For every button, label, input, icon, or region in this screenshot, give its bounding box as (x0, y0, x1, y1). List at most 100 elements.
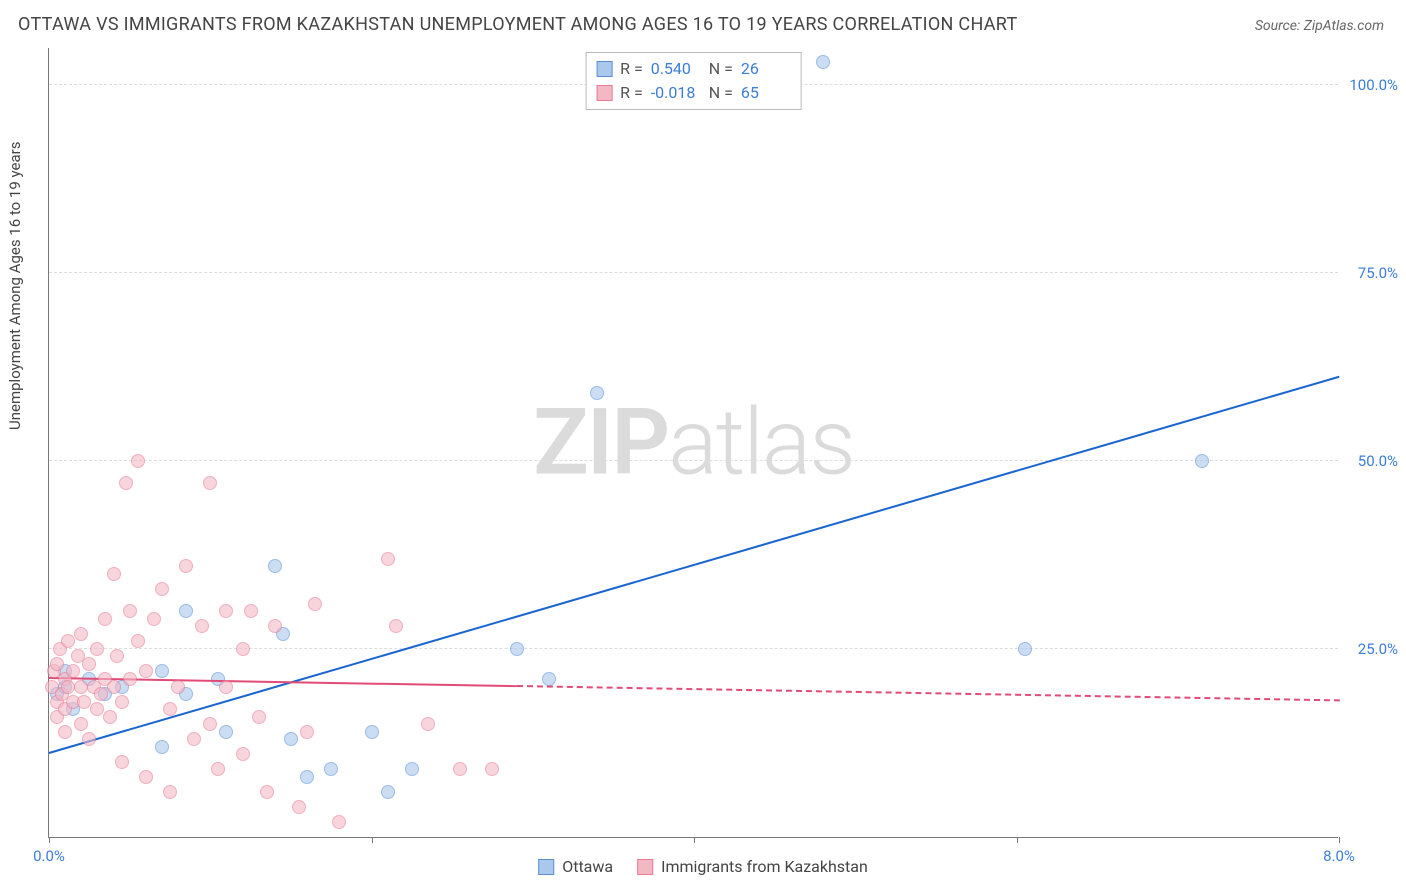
data-point (300, 725, 314, 739)
data-point (365, 725, 379, 739)
data-point (163, 702, 177, 716)
data-point (485, 762, 499, 776)
data-point (187, 732, 201, 746)
data-point (179, 559, 193, 573)
r-label: R = (620, 81, 643, 105)
stats-legend-row: R = -0.018 N = 65 (596, 81, 791, 105)
data-point (1018, 642, 1032, 656)
data-point (1195, 454, 1209, 468)
data-point (252, 710, 266, 724)
x-tick-label: 0.0% (33, 847, 65, 865)
data-point (77, 695, 91, 709)
data-point (82, 657, 96, 671)
source-name: ZipAtlas.com (1304, 18, 1384, 34)
data-point (284, 732, 298, 746)
data-point (147, 612, 161, 626)
series-legend: Ottawa Immigrants from Kazakhstan (538, 857, 868, 876)
data-point (74, 627, 88, 641)
data-point (219, 680, 233, 694)
n-label: N = (709, 57, 733, 81)
data-point (123, 604, 137, 618)
legend-item: Ottawa (538, 857, 613, 876)
x-tick (1017, 837, 1018, 843)
r-value: 0.540 (651, 57, 701, 81)
data-point (203, 717, 217, 731)
data-point (163, 785, 177, 799)
legend-label: Immigrants from Kazakhstan (661, 857, 868, 876)
data-point (590, 386, 604, 400)
data-point (219, 604, 233, 618)
x-tick (694, 837, 695, 843)
data-point (203, 476, 217, 490)
data-point (308, 597, 322, 611)
data-point (94, 687, 108, 701)
data-point (236, 747, 250, 761)
source-attribution: Source: ZipAtlas.com (1255, 18, 1384, 34)
data-point (244, 604, 258, 618)
data-point (90, 702, 104, 716)
data-point (115, 755, 129, 769)
data-point (542, 672, 556, 686)
y-tick-label: 100.0% (1343, 76, 1398, 94)
y-axis-label: Unemployment Among Ages 16 to 19 years (6, 142, 24, 430)
data-point (61, 680, 75, 694)
data-point (453, 762, 467, 776)
data-point (268, 559, 282, 573)
data-point (211, 762, 225, 776)
data-point (421, 717, 435, 731)
data-point (260, 785, 274, 799)
data-point (171, 680, 185, 694)
legend-swatch (596, 85, 612, 101)
data-point (131, 634, 145, 648)
source-label: Source: (1255, 18, 1300, 34)
legend-swatch (596, 61, 612, 77)
data-point (155, 664, 169, 678)
x-tick-label: 8.0% (1323, 847, 1355, 865)
data-point (107, 567, 121, 581)
data-point (300, 770, 314, 784)
data-point (98, 612, 112, 626)
data-point (74, 717, 88, 731)
data-point (510, 642, 524, 656)
y-tick-label: 75.0% (1343, 264, 1398, 282)
data-point (58, 725, 72, 739)
trend-line (517, 685, 1339, 701)
data-point (155, 582, 169, 596)
data-point (74, 680, 88, 694)
legend-swatch (538, 859, 554, 875)
r-value: -0.018 (651, 81, 701, 105)
data-point (90, 642, 104, 656)
data-point (332, 815, 346, 829)
r-label: R = (620, 57, 643, 81)
data-point (179, 604, 193, 618)
data-point (816, 55, 830, 69)
watermark-bold: ZIP (533, 389, 668, 496)
data-point (292, 800, 306, 814)
data-point (268, 619, 282, 633)
x-tick (372, 837, 373, 843)
legend-item: Immigrants from Kazakhstan (637, 857, 868, 876)
stats-legend-row: R = 0.540 N = 26 (596, 57, 791, 81)
data-point (131, 454, 145, 468)
data-point (82, 732, 96, 746)
data-point (119, 476, 133, 490)
data-point (107, 680, 121, 694)
data-point (381, 552, 395, 566)
stats-legend: R = 0.540 N = 26 R = -0.018 N = 65 (585, 52, 802, 110)
data-point (324, 762, 338, 776)
data-point (195, 619, 209, 633)
data-point (103, 710, 117, 724)
data-point (405, 762, 419, 776)
n-value: 26 (741, 57, 791, 81)
n-value: 65 (741, 81, 791, 105)
x-tick (1339, 837, 1340, 843)
legend-label: Ottawa (562, 857, 613, 876)
data-point (123, 672, 137, 686)
n-label: N = (709, 81, 733, 105)
data-point (115, 695, 129, 709)
data-point (139, 664, 153, 678)
data-point (50, 657, 64, 671)
chart-title: OTTAWA VS IMMIGRANTS FROM KAZAKHSTAN UNE… (18, 14, 1018, 35)
data-point (110, 649, 124, 663)
legend-swatch (637, 859, 653, 875)
